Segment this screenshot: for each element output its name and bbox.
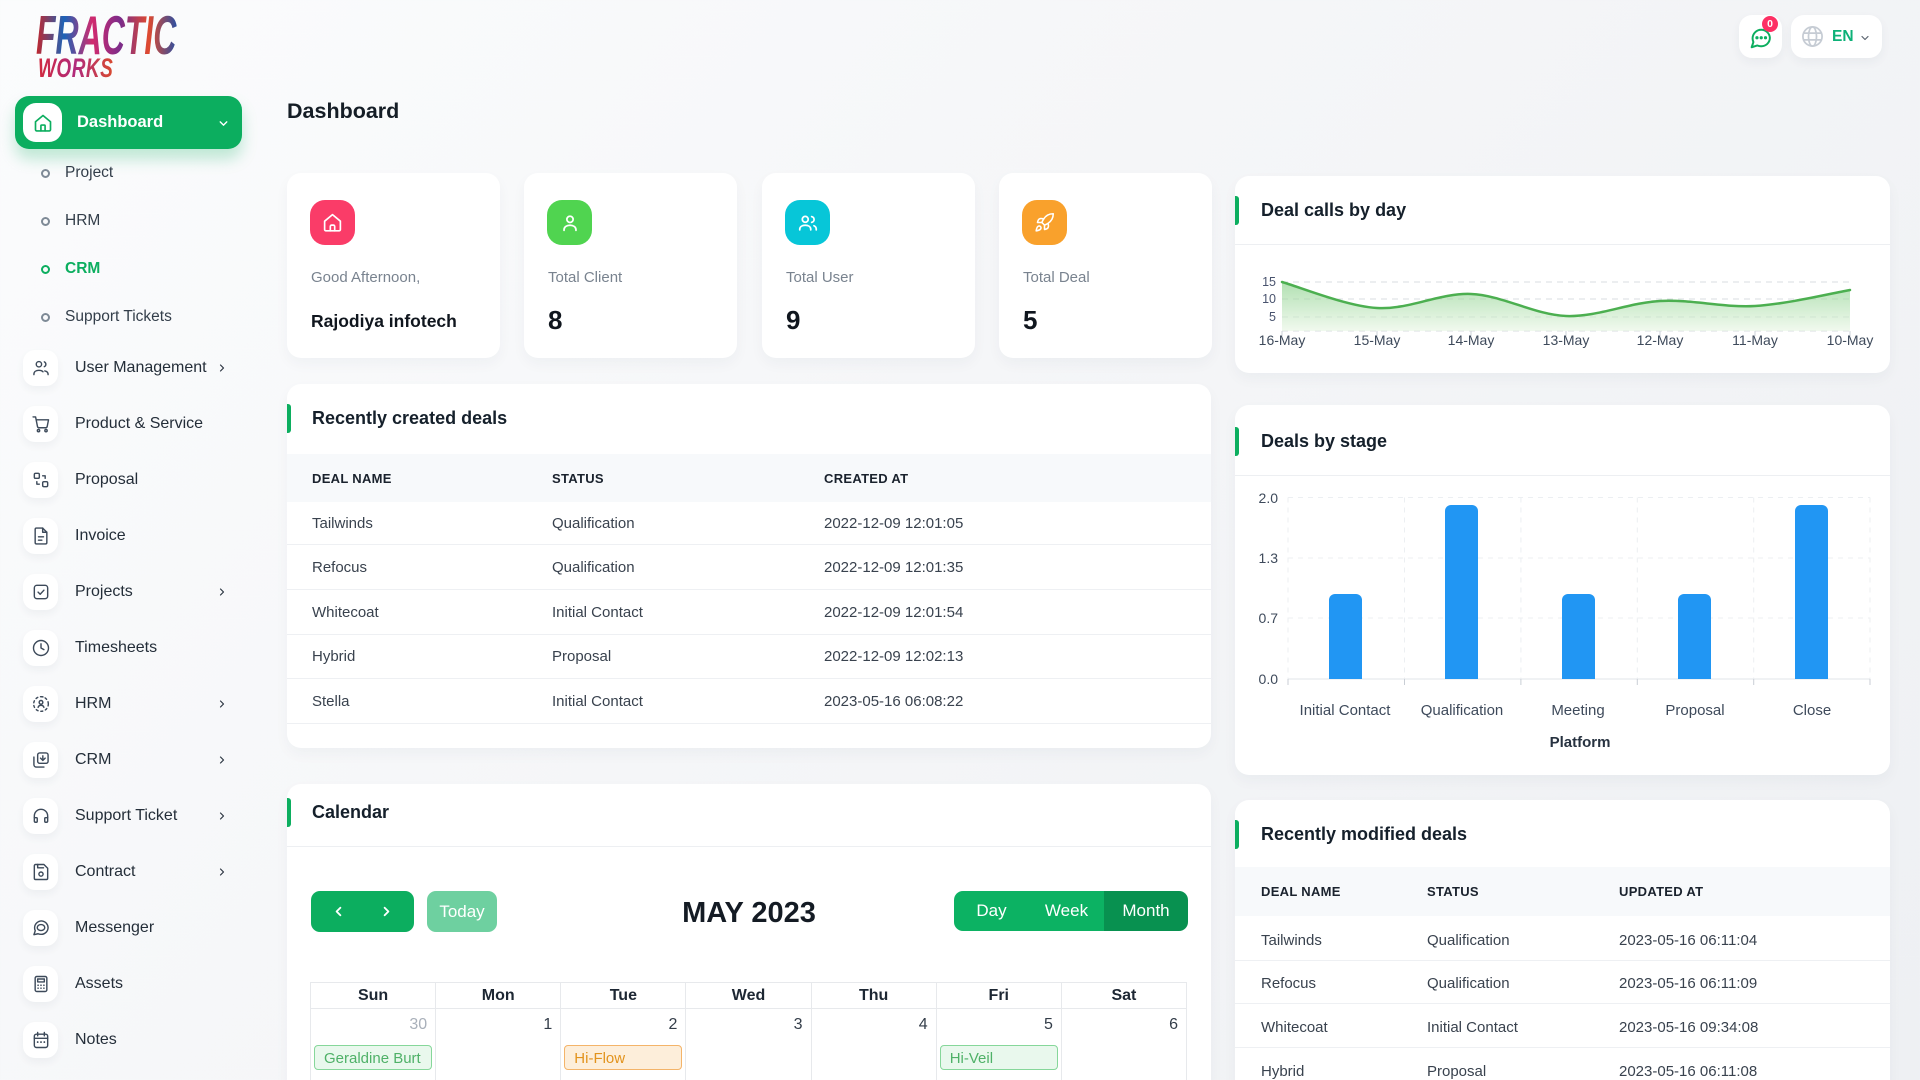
- svg-text:FRACTIC: FRACTIC: [36, 8, 177, 66]
- svg-text:WORKS: WORKS: [38, 53, 113, 83]
